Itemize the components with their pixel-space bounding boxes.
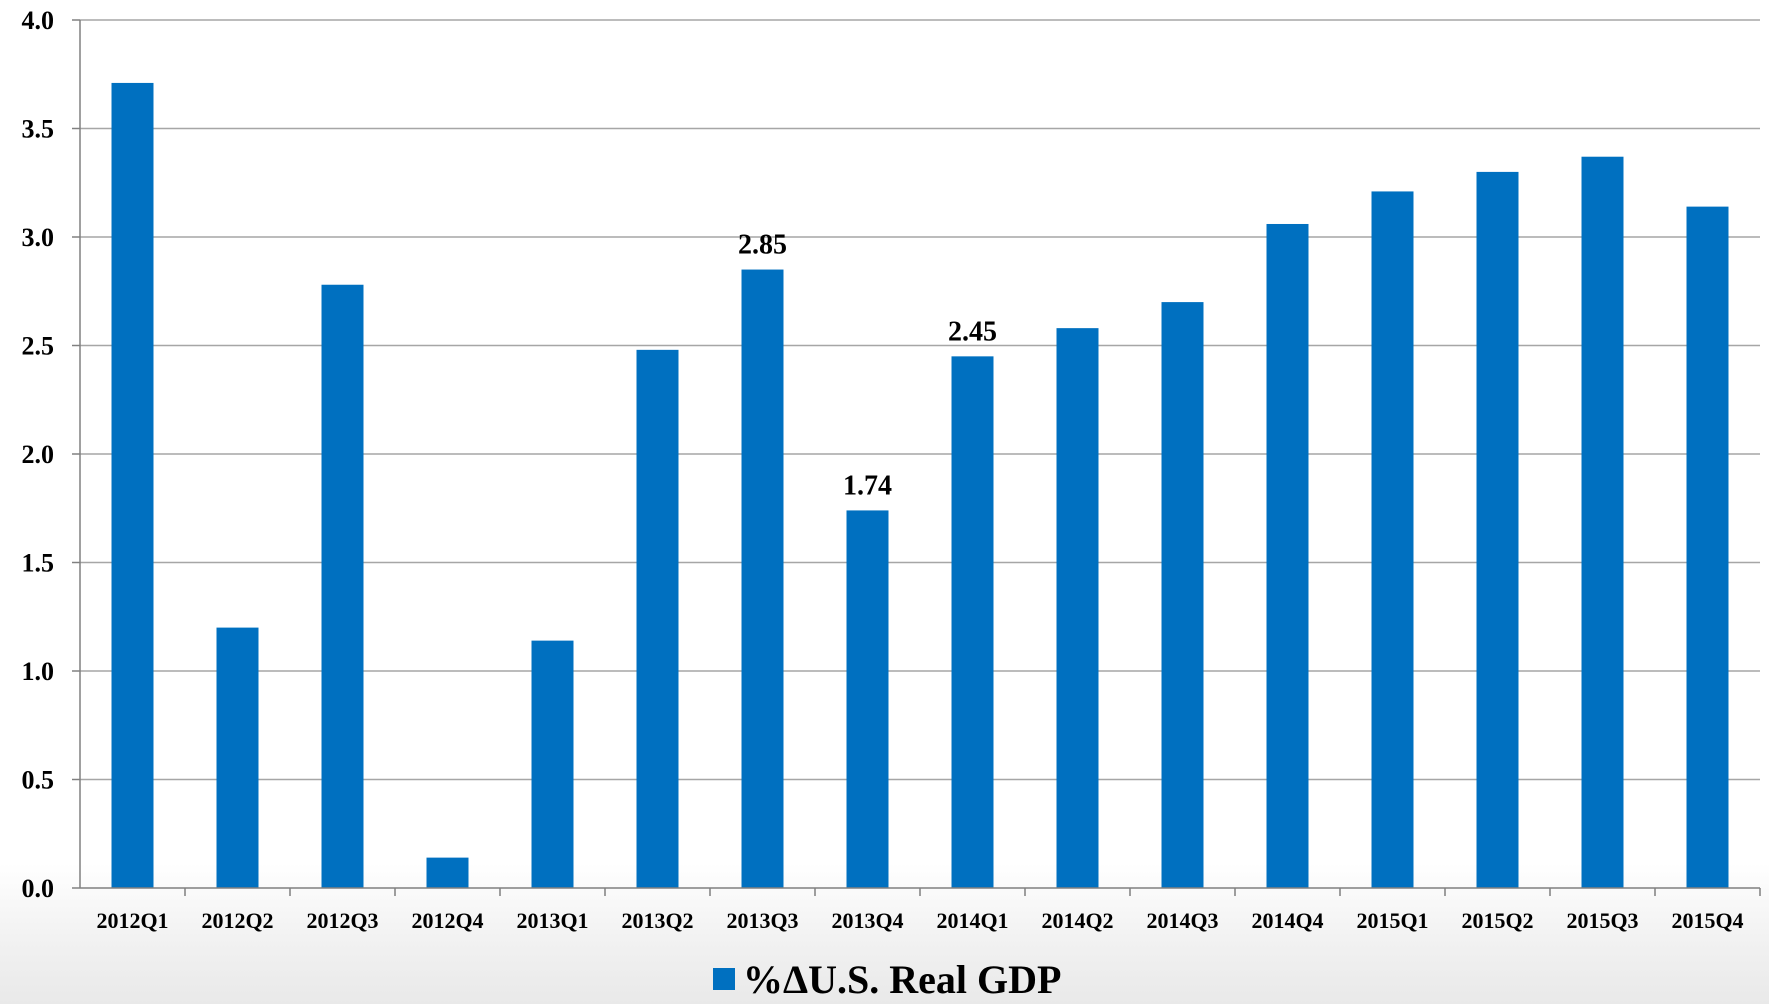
x-tick-label: 2014Q4 [1251, 908, 1323, 933]
legend: %ΔU.S. Real GDP [713, 957, 1061, 1002]
x-tick-label: 2014Q2 [1041, 908, 1113, 933]
bar-2015q2 [1476, 171, 1519, 888]
legend-label: %ΔU.S. Real GDP [743, 957, 1061, 1002]
legend-swatch [713, 968, 735, 990]
x-tick-label: 2014Q3 [1146, 908, 1218, 933]
x-tick-label: 2012Q1 [96, 908, 168, 933]
data-label: 2.85 [738, 230, 787, 261]
bar-2012q2 [216, 627, 259, 888]
bar-2015q1 [1371, 191, 1414, 888]
bar-2013q3 [741, 269, 784, 888]
x-tick-label: 2013Q2 [621, 908, 693, 933]
data-labels: 2.85 1.74 2.45 [738, 230, 997, 502]
bar-2014q1 [951, 356, 994, 889]
bar-2014q2 [1056, 328, 1099, 888]
y-tick-label: 4.0 [22, 6, 55, 35]
x-tick-label: 2015Q1 [1356, 908, 1428, 933]
y-tick-label: 3.5 [22, 115, 55, 144]
x-tick-label: 2012Q3 [306, 908, 378, 933]
y-tick-label: 1.5 [22, 549, 55, 578]
y-tick-label: 1.0 [22, 657, 55, 686]
x-tick-label: 2015Q3 [1566, 908, 1638, 933]
bar-2015q4 [1686, 206, 1729, 888]
x-tick-label: 2013Q3 [726, 908, 798, 933]
x-tick-label: 2015Q2 [1461, 908, 1533, 933]
y-tick-label: 3.0 [22, 223, 55, 252]
x-tick-label: 2012Q2 [201, 908, 273, 933]
x-tick-label: 2014Q1 [936, 908, 1008, 933]
bar-2012q1 [111, 82, 154, 889]
bar-2013q4 [846, 510, 889, 888]
data-label: 2.45 [948, 316, 997, 347]
x-tick-label: 2015Q4 [1671, 908, 1743, 933]
y-tick-label: 2.0 [22, 440, 55, 469]
bar-2015q3 [1581, 156, 1624, 888]
x-tick-label: 2012Q4 [411, 908, 483, 933]
bar-2014q4 [1266, 223, 1309, 889]
y-tick-label: 0.0 [22, 874, 55, 903]
bar-2014q3 [1161, 302, 1204, 889]
bar-2012q3 [321, 284, 364, 888]
bar-2012q4 [426, 857, 469, 888]
data-label: 1.74 [843, 470, 892, 501]
bar-2013q1 [531, 640, 574, 888]
bars [111, 82, 1729, 889]
y-tick-label: 0.5 [22, 766, 55, 795]
axes: 0.0 0.5 1.0 1.5 2.0 2.5 3.0 3.5 4.0 2012Q1 2012Q2 2… [22, 6, 1761, 933]
x-tick-label: 2013Q1 [516, 908, 588, 933]
x-tick-label: 2013Q4 [831, 908, 903, 933]
y-tick-label: 2.5 [22, 332, 55, 361]
bar-2013q2 [636, 349, 679, 889]
